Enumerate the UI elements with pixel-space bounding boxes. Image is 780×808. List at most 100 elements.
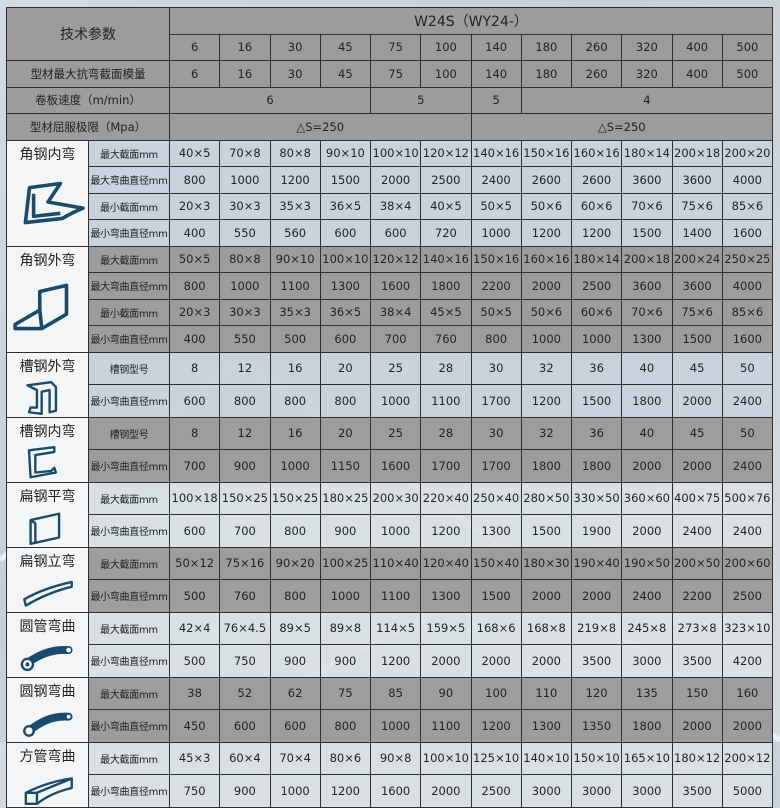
value-cell: 600	[219, 709, 271, 743]
row-label: 最大截面mm	[88, 611, 170, 645]
value-cell: 135	[621, 676, 673, 710]
value-cell: 280×50	[520, 481, 573, 515]
value-cell: 800	[269, 384, 321, 418]
value-cell: 800	[470, 325, 522, 353]
value-cell: 50×5	[470, 298, 522, 326]
value-cell: 60×4	[219, 741, 271, 775]
row-label: 槽钢型号	[88, 416, 170, 450]
value-cell: 500	[168, 579, 221, 613]
row-label: 最小弯曲直径mm	[88, 514, 170, 548]
section-name: 槽钢内弯	[19, 423, 76, 440]
row-label: 最大截面mm	[88, 481, 170, 515]
value-cell: 2000	[621, 514, 673, 548]
value-cell: 400	[168, 325, 221, 353]
value-cell: 600	[168, 514, 221, 548]
value-cell: 120×40	[420, 546, 472, 580]
value-cell: 150×40	[470, 546, 522, 580]
modulus-cell: 6	[168, 60, 221, 88]
model-cell: 45	[319, 33, 372, 61]
value-cell: 1200	[520, 219, 573, 247]
value-cell: 2500	[721, 579, 774, 613]
value-cell: 750	[168, 774, 221, 808]
channel-outer-bend-icon	[25, 380, 57, 415]
value-cell: 120×12	[369, 245, 422, 273]
value-cell: 1000	[369, 514, 422, 548]
value-cell: 2000	[671, 384, 723, 418]
yield-cell: △S=250	[169, 113, 472, 141]
value-cell: 168×8	[520, 611, 573, 645]
value-cell: 1600	[721, 325, 774, 353]
value-cell: 1000	[269, 774, 321, 808]
value-cell: 50×5	[168, 245, 221, 273]
value-cell: 3600	[671, 272, 723, 300]
value-cell: 3000	[570, 774, 623, 808]
value-cell: 750	[219, 644, 271, 678]
table-row: 扁钢立弯 最大截面mm 50×12 75×16 90×20 100×25 110×40 120…	[6, 546, 774, 613]
value-cell: 400×75	[671, 481, 723, 515]
value-cell: 2000	[671, 709, 723, 743]
value-cell: 89×5	[269, 611, 321, 645]
table-row: 最小弯曲直径mm 500 760 800 1000 1100 1300 1500 2000 200…	[7, 579, 774, 613]
value-cell: 50×12	[168, 546, 221, 580]
value-cell: 200×20	[721, 139, 774, 167]
value-cell: 1900	[570, 514, 623, 548]
value-cell: 38	[168, 676, 221, 710]
section-header: 圆钢弯曲	[6, 676, 89, 743]
row-label: 最大截面mm	[88, 741, 170, 775]
row-label: 最大截面mm	[88, 139, 170, 167]
table-row: 槽钢外弯 槽钢型号 8 12 16 20 25 28 30 32 36 40 45 50	[6, 351, 774, 418]
value-cell: 760	[219, 579, 271, 613]
section-name: 槽钢外弯	[19, 358, 76, 375]
row-label: 最小弯曲直径mm	[88, 579, 170, 613]
section-name: 扁钢平弯	[19, 488, 76, 505]
value-cell: 1700	[470, 449, 522, 483]
value-cell: 50	[721, 416, 774, 450]
angle-outer-bend-icon	[12, 283, 68, 330]
value-cell: 114×5	[369, 611, 422, 645]
value-cell: 1200	[319, 774, 372, 808]
value-cell: 40	[621, 351, 673, 385]
flat-bar-edge-bend-icon	[22, 580, 73, 607]
value-cell: 2400	[621, 579, 673, 613]
table-row: 槽钢内弯 槽钢型号 8 12 16 20 25 28 30 32 36 40 45 50	[6, 416, 774, 483]
row-label: 最小截面mm	[88, 298, 170, 326]
value-cell: 200×18	[671, 139, 723, 167]
table-row: 圆管弯曲 最大截面mm 42×4 76×4.5 89×5 89×8 114×5 159×5 16…	[6, 611, 774, 678]
model-cell: 75	[369, 33, 422, 61]
value-cell: 1000	[470, 219, 522, 247]
value-cell: 20×3	[168, 298, 221, 326]
value-cell: 1100	[420, 384, 472, 418]
value-cell: 36	[570, 351, 623, 385]
value-cell: 180×25	[319, 481, 372, 515]
table-row: 圆钢弯曲 最大截面mm 38 52 62 75 85 90 100 110 120 135 150 160	[6, 676, 774, 743]
yield-label: 型材屈服极限（Mpa）	[6, 113, 170, 141]
value-cell: 2500	[470, 774, 522, 808]
value-cell: 1300	[621, 325, 673, 353]
value-cell: 89×8	[319, 611, 372, 645]
row-label: 最小弯曲直径mm	[88, 709, 170, 743]
table-row: 最小弯曲直径mm 400 550 500 600 700 760 800 1000 1000 130…	[7, 325, 774, 353]
value-cell: 600	[319, 325, 372, 353]
value-cell: 140×16	[470, 139, 522, 167]
value-cell: 2000	[369, 166, 422, 194]
table-row: 最小弯曲直径mm 400 550 560 600 600 720 1000 1200 1200 15…	[7, 219, 774, 247]
row-label: 最小弯曲直径mm	[88, 219, 170, 247]
value-cell: 323×10	[721, 611, 774, 645]
value-cell: 2400	[721, 449, 774, 483]
value-cell: 120×12	[420, 139, 472, 167]
value-cell: 2000	[621, 449, 673, 483]
modulus-cell: 320	[621, 60, 673, 88]
value-cell: 36	[570, 416, 623, 450]
value-cell: 2400	[470, 166, 522, 194]
row-label: 最小弯曲直径mm	[88, 644, 170, 678]
value-cell: 60×6	[570, 192, 623, 220]
value-cell: 1000	[269, 449, 321, 483]
value-cell: 38×4	[369, 298, 422, 326]
value-cell: 100×25	[319, 546, 372, 580]
row-label: 最小弯曲直径mm	[88, 384, 170, 418]
value-cell: 100	[470, 676, 522, 710]
value-cell: 220×40	[420, 481, 472, 515]
value-cell: 180×14	[570, 245, 623, 273]
value-cell: 2600	[520, 166, 573, 194]
value-cell: 2000	[470, 644, 522, 678]
